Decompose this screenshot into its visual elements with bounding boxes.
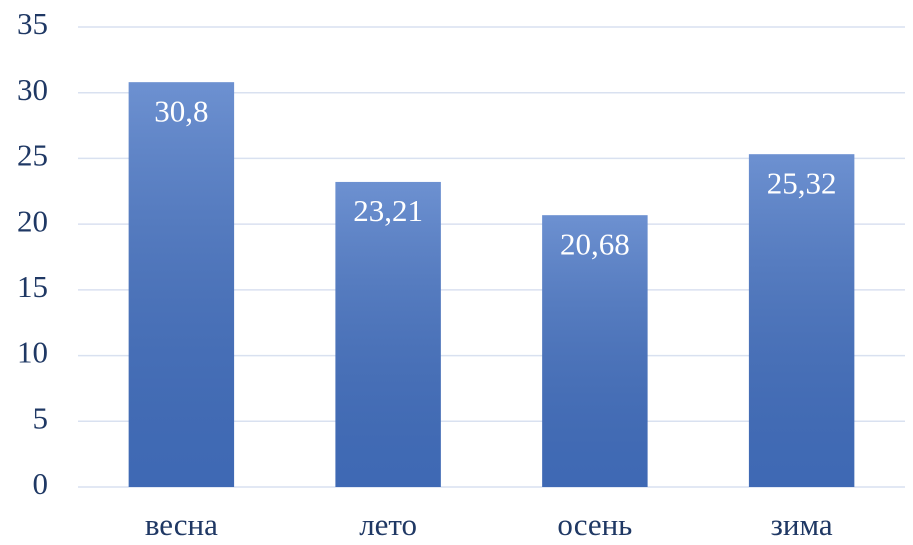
y-tick-label: 10 xyxy=(17,335,48,370)
y-tick-label: 5 xyxy=(33,400,49,435)
y-tick-label: 20 xyxy=(17,203,48,238)
value-label: 25,32 xyxy=(767,165,837,200)
bar-sheen xyxy=(335,181,441,487)
x-tick-label: осень xyxy=(557,507,632,542)
y-tick-label: 35 xyxy=(17,6,48,41)
y-tick-label: 0 xyxy=(33,466,49,501)
y-tick-label: 15 xyxy=(17,269,48,304)
bar-sheen xyxy=(542,215,648,487)
y-tick-label: 25 xyxy=(17,138,48,173)
value-label: 23,21 xyxy=(353,193,423,228)
value-label: 20,68 xyxy=(560,226,630,261)
bar-sheen xyxy=(748,154,855,488)
y-tick-label: 30 xyxy=(17,72,48,107)
value-label: 30,8 xyxy=(154,93,208,128)
bar-sheen xyxy=(128,82,235,487)
x-tick-label: лето xyxy=(359,507,417,542)
x-tick-label: весна xyxy=(145,507,218,542)
x-tick-label: зима xyxy=(771,507,833,542)
